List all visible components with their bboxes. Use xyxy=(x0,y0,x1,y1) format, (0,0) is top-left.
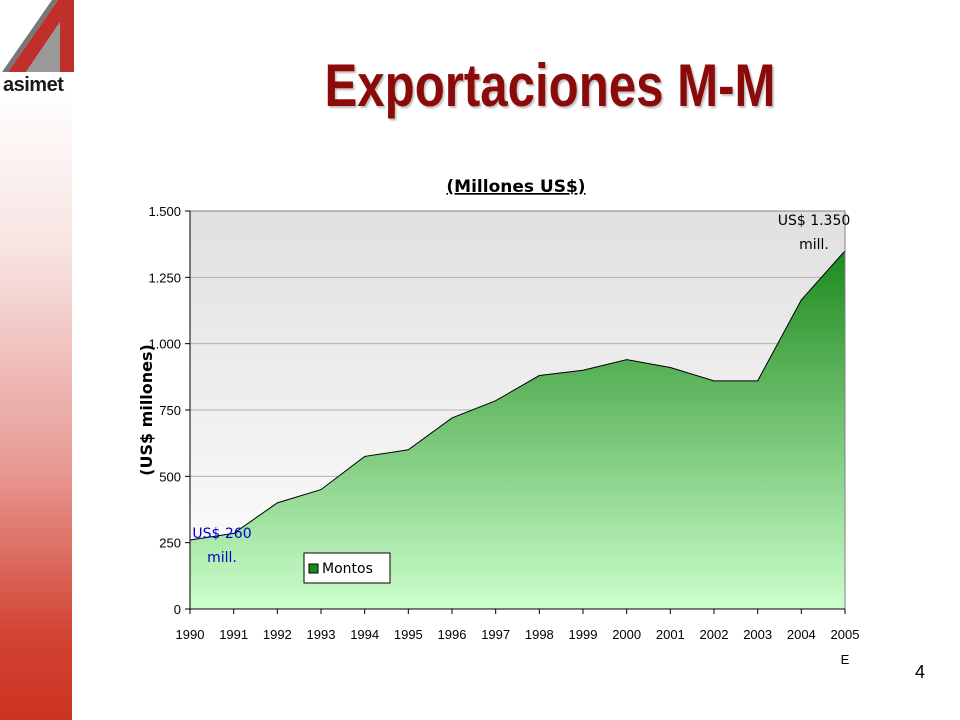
y-tick-label: 500 xyxy=(159,469,181,484)
legend-label-montos: Montos xyxy=(322,561,373,577)
x-tick-label: 1997 xyxy=(481,627,510,642)
y-tick-label: 1.500 xyxy=(148,204,181,219)
x-tick-note: E xyxy=(841,652,850,667)
y-tick-label: 1.250 xyxy=(148,270,181,285)
x-tick-label: 2005 xyxy=(831,627,860,642)
series-line-montos xyxy=(189,250,846,541)
x-tick-label: 1999 xyxy=(569,627,598,642)
x-tick-label: 2000 xyxy=(612,627,641,642)
x-tick-label: 1991 xyxy=(219,627,248,642)
y-tick-label: 1.000 xyxy=(148,337,181,352)
y-axis-ticks: 0 250 500 750 1.000 1.250 1.500 xyxy=(148,204,191,617)
y-tick-label: 750 xyxy=(159,403,181,418)
annotation-end-value: mill. xyxy=(799,237,829,253)
y-tick-label: 250 xyxy=(159,536,181,551)
series-area-montos xyxy=(190,250,845,610)
logo-text: asimet xyxy=(3,74,64,96)
x-tick-label: 1990 xyxy=(176,627,205,642)
page-number: 4 xyxy=(914,662,925,682)
legend-swatch-montos xyxy=(308,563,319,574)
x-tick-label: 2001 xyxy=(656,627,685,642)
annotation-end-value: US$ 1.350 xyxy=(778,213,851,229)
x-tick-label: 1995 xyxy=(394,627,423,642)
x-tick-label: 1992 xyxy=(263,627,292,642)
annotation-start-value: mill. xyxy=(207,550,237,566)
x-tick-label: 2004 xyxy=(787,627,816,642)
x-tick-label: 1998 xyxy=(525,627,554,642)
x-axis-ticks: 1990 1991 1992 1993 1994 1995 1996 1997 1998 1999… xyxy=(176,608,860,667)
chart-title: (Millones US$) xyxy=(446,177,585,197)
annotation-start-value: US$ 260 xyxy=(192,526,251,542)
x-tick-label: 2002 xyxy=(700,627,729,642)
asimet-logo xyxy=(2,0,74,72)
legend: Montos xyxy=(303,552,391,584)
y-axis-label: (US$ millones) xyxy=(137,344,156,476)
slide-title: Exportaciones M-M xyxy=(324,52,776,119)
x-tick-label: 1993 xyxy=(307,627,336,642)
side-band xyxy=(0,0,72,720)
x-tick-label: 1994 xyxy=(350,627,379,642)
annotations: US$ 260 mill. US$ 1.350 mill. xyxy=(192,213,850,566)
x-tick-label: 2003 xyxy=(743,627,772,642)
x-tick-label: 1996 xyxy=(438,627,467,642)
y-tick-label: 0 xyxy=(174,602,181,617)
